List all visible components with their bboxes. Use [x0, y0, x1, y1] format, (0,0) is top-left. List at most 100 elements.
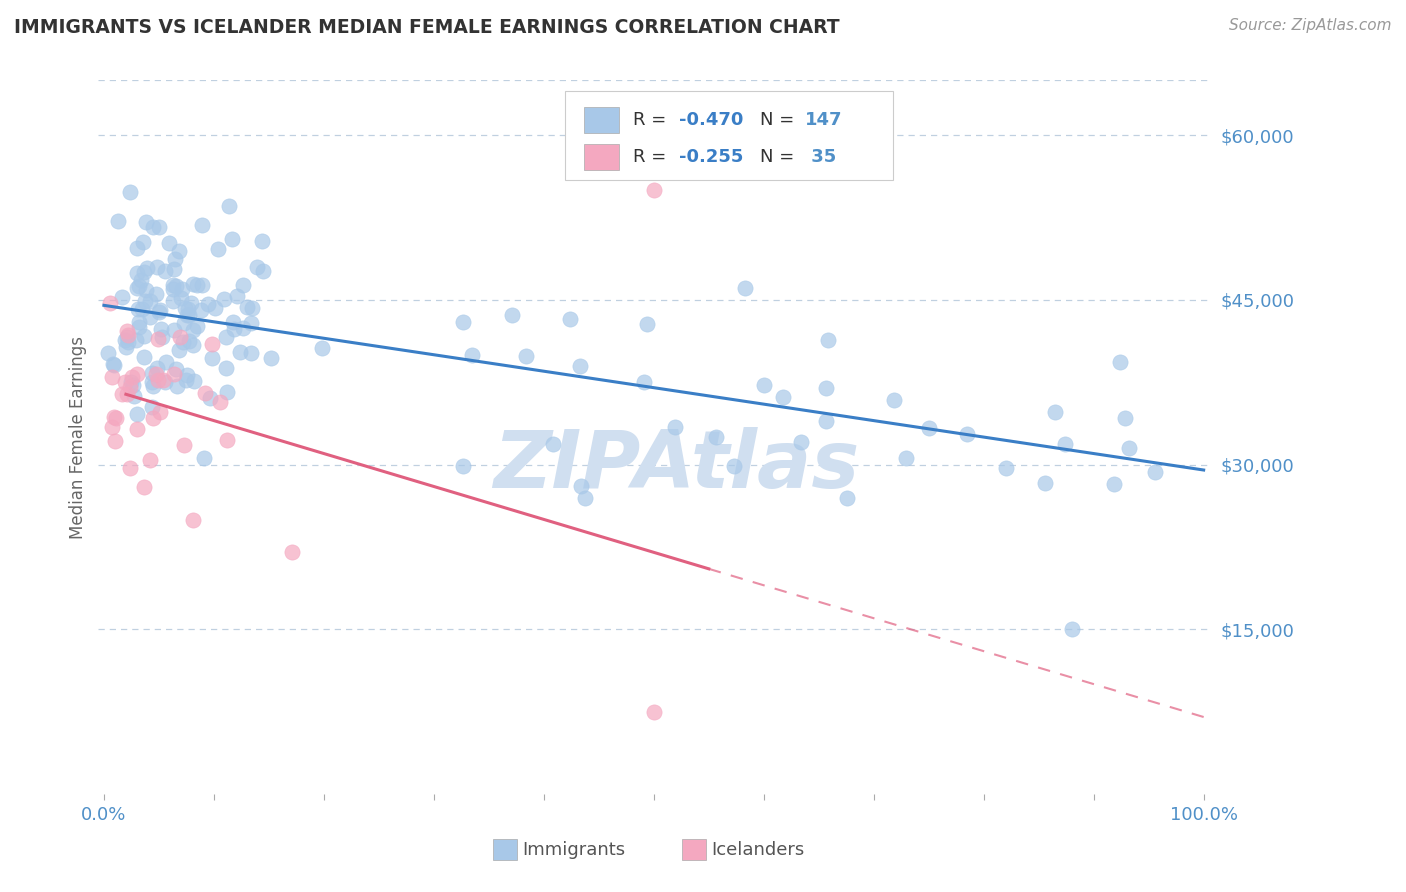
Point — [229, 344, 252, 359]
Point — [117, 324, 139, 338]
Point — [191, 277, 214, 292]
Point — [141, 375, 163, 389]
Point — [204, 301, 226, 315]
Point — [141, 367, 163, 381]
Point — [207, 242, 229, 256]
Point — [141, 400, 163, 414]
Point — [176, 308, 198, 322]
Point — [814, 414, 837, 428]
Point — [121, 376, 143, 390]
Point — [114, 375, 136, 389]
Text: -0.470: -0.470 — [679, 112, 744, 129]
Point — [1060, 622, 1083, 636]
Point — [101, 357, 124, 371]
Point — [201, 336, 224, 351]
Point — [235, 300, 257, 314]
Point — [114, 333, 136, 347]
Point — [148, 302, 170, 317]
Point — [125, 333, 148, 347]
Y-axis label: Median Female Earnings: Median Female Earnings — [69, 335, 87, 539]
Point — [98, 296, 121, 310]
Point — [180, 295, 202, 310]
Point — [250, 234, 273, 248]
Point — [734, 281, 756, 295]
Point — [100, 370, 122, 384]
Point — [142, 219, 165, 234]
Point — [128, 279, 150, 293]
Point — [120, 185, 142, 199]
Point — [1118, 442, 1140, 456]
Point — [173, 316, 195, 330]
Point — [162, 293, 184, 308]
Point — [217, 385, 239, 400]
Point — [752, 378, 775, 392]
Point — [200, 391, 222, 405]
Point — [120, 380, 142, 394]
Point — [218, 199, 240, 213]
Point — [135, 214, 157, 228]
Point — [134, 293, 156, 308]
Point — [232, 278, 254, 293]
Point — [165, 252, 187, 266]
Point — [132, 351, 155, 365]
Point — [956, 427, 979, 442]
Point — [135, 283, 157, 297]
Point — [132, 329, 155, 343]
Point — [125, 367, 148, 381]
Point — [174, 373, 197, 387]
Point — [111, 387, 134, 401]
Point — [817, 333, 839, 347]
Point — [149, 405, 172, 419]
Point — [146, 332, 169, 346]
Point — [1053, 437, 1076, 451]
Point — [212, 292, 235, 306]
Point — [115, 340, 138, 354]
FancyBboxPatch shape — [583, 145, 620, 169]
Point — [201, 351, 224, 365]
Point — [568, 359, 591, 374]
Point — [311, 341, 333, 355]
Point — [560, 312, 582, 326]
Point — [723, 458, 745, 473]
Point — [197, 297, 219, 311]
Point — [222, 315, 245, 329]
Point — [121, 378, 143, 392]
Point — [790, 435, 813, 450]
Point — [117, 335, 139, 350]
Point — [451, 315, 474, 329]
Point — [252, 264, 274, 278]
Point — [186, 277, 208, 292]
Point — [121, 370, 143, 384]
Point — [111, 290, 134, 304]
Point — [103, 358, 125, 372]
Point — [183, 513, 205, 527]
Point — [146, 373, 169, 387]
Point — [167, 343, 190, 357]
Point — [169, 330, 191, 344]
Point — [183, 374, 205, 388]
Point — [105, 410, 128, 425]
Point — [883, 393, 905, 408]
Point — [128, 315, 150, 329]
Point — [146, 360, 169, 375]
Text: -0.255: -0.255 — [679, 148, 744, 166]
Point — [142, 411, 165, 425]
Point — [132, 265, 155, 279]
Point — [165, 361, 187, 376]
Point — [103, 409, 125, 424]
Point — [995, 461, 1018, 475]
Text: IMMIGRANTS VS ICELANDER MEDIAN FEMALE EARNINGS CORRELATION CHART: IMMIGRANTS VS ICELANDER MEDIAN FEMALE EA… — [14, 18, 839, 37]
Point — [1109, 355, 1132, 369]
Point — [246, 260, 269, 274]
Point — [120, 461, 142, 475]
Text: Source: ZipAtlas.com: Source: ZipAtlas.com — [1229, 18, 1392, 33]
Point — [772, 390, 794, 404]
Point — [128, 320, 150, 334]
Point — [107, 213, 129, 227]
Point — [664, 420, 686, 434]
Point — [167, 244, 190, 259]
Point — [139, 453, 162, 467]
Point — [101, 419, 124, 434]
Point — [155, 375, 177, 389]
Point — [704, 430, 727, 444]
